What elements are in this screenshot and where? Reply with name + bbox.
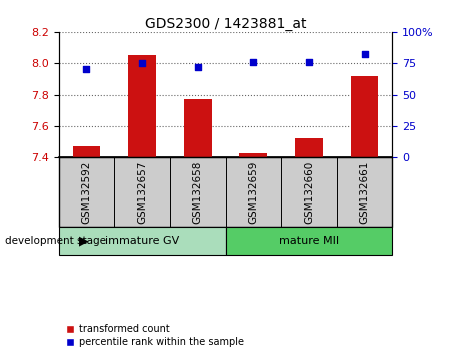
Bar	[59, 227, 226, 255]
Text: GSM132657: GSM132657	[137, 161, 147, 224]
Text: immature GV: immature GV	[105, 236, 179, 246]
Text: GSM132658: GSM132658	[193, 161, 202, 224]
Title: GDS2300 / 1423881_at: GDS2300 / 1423881_at	[145, 17, 306, 31]
Bar	[184, 99, 212, 157]
Point	[305, 59, 313, 65]
Bar	[226, 227, 392, 255]
Text: GSM132592: GSM132592	[82, 161, 92, 224]
Text: GSM132659: GSM132659	[249, 161, 258, 224]
Bar	[128, 55, 156, 157]
Text: GSM132660: GSM132660	[304, 161, 314, 224]
Point	[83, 67, 90, 72]
Bar	[295, 138, 323, 157]
Text: development stage: development stage	[5, 236, 106, 246]
Legend: transformed count, percentile rank within the sample: transformed count, percentile rank withi…	[64, 322, 246, 349]
Point	[194, 64, 201, 70]
Point	[361, 52, 368, 57]
Text: mature MII: mature MII	[279, 236, 339, 246]
Text: ▶: ▶	[79, 234, 88, 247]
Bar	[73, 146, 100, 157]
Point	[138, 61, 146, 66]
Bar	[351, 76, 378, 157]
Bar	[239, 153, 267, 157]
Text: GSM132661: GSM132661	[359, 161, 369, 224]
Point	[250, 59, 257, 65]
